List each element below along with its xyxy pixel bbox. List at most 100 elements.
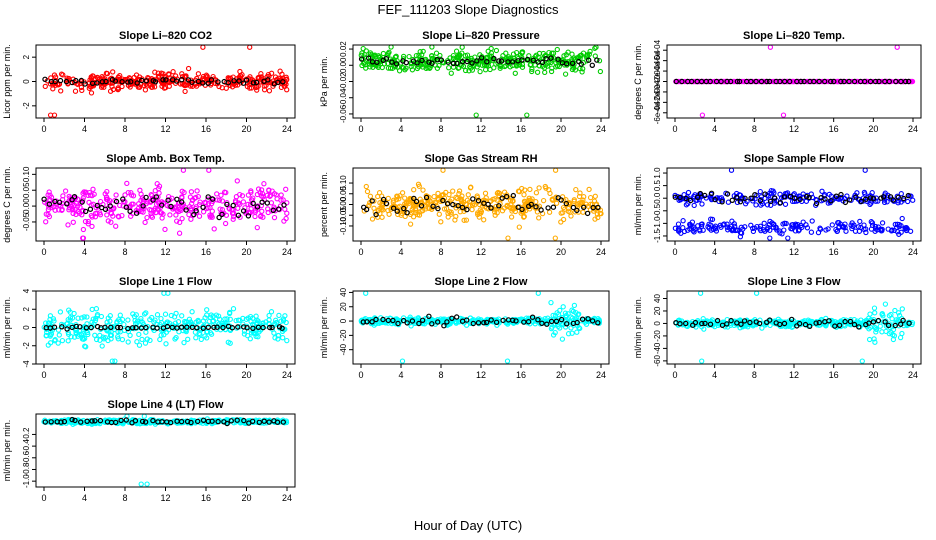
data-point (130, 193, 137, 199)
hourly-point (72, 417, 78, 424)
data-point (879, 310, 885, 317)
data-point (399, 190, 406, 196)
hourly-point (194, 325, 200, 331)
hourly-points (360, 313, 601, 329)
x-tick-label: 12 (789, 370, 799, 380)
data-point (753, 202, 759, 208)
data-point (456, 319, 462, 325)
data-point (167, 212, 173, 218)
data-point (222, 220, 229, 227)
data-point (155, 73, 162, 80)
data-point (223, 85, 229, 91)
data-point (244, 332, 251, 339)
panel-4: Slope Amb. Box Temp. degrees C per min. 0 4… (2, 153, 296, 257)
data-point (736, 192, 743, 198)
panel-5: Slope Gas Stream RH percent per min. 0 4 8 12… (319, 153, 610, 257)
hourly-point (475, 320, 482, 326)
hourly-point (574, 319, 580, 326)
data-points (672, 167, 916, 241)
hourly-point (498, 58, 505, 64)
hourly-point (429, 60, 435, 66)
data-point (879, 78, 885, 85)
data-point (147, 316, 153, 323)
data-point (416, 209, 422, 215)
data-point (79, 208, 85, 214)
data-point (46, 189, 52, 195)
hourly-point (57, 77, 64, 84)
hourly-point (143, 78, 150, 84)
hourly-point (707, 321, 714, 327)
hourly-point (742, 195, 748, 201)
x-tick-label: 4 (712, 370, 717, 380)
outlier-point (535, 290, 541, 296)
data-point (153, 201, 160, 207)
x-tick-label: 8 (122, 493, 127, 503)
data-point (271, 330, 277, 336)
data-point (110, 213, 116, 219)
data-point (43, 333, 49, 339)
hourly-point (129, 325, 136, 331)
hourly-point (484, 59, 490, 65)
hourly-point (112, 419, 119, 426)
data-point (87, 83, 93, 89)
hourly-point (107, 203, 113, 209)
data-point (59, 206, 65, 213)
data-point (446, 65, 452, 71)
data-point (569, 315, 576, 321)
data-point (385, 195, 391, 202)
data-point (829, 317, 835, 324)
hourly-point (224, 201, 230, 208)
outlier-point (780, 112, 787, 118)
data-point (516, 188, 523, 195)
hourly-point (200, 204, 206, 210)
hourly-point (574, 207, 580, 214)
data-point (371, 205, 377, 211)
data-point (898, 229, 904, 235)
data-point (247, 202, 254, 208)
x-tick-label: 20 (868, 370, 878, 380)
data-point (834, 228, 840, 235)
data-point (506, 204, 512, 210)
hourly-point (142, 419, 149, 425)
data-point (406, 53, 412, 60)
data-point (438, 219, 444, 225)
data-point (890, 336, 897, 343)
panel-title: Slope Line 4 (LT) Flow (108, 399, 224, 411)
hourly-point (842, 318, 848, 325)
x-tick-label: 8 (752, 124, 757, 134)
hourly-point (802, 321, 809, 328)
hourly-point (52, 78, 58, 85)
data-point (536, 185, 542, 191)
data-point (117, 72, 123, 79)
x-tick-label: 12 (160, 247, 170, 257)
data-point (156, 190, 162, 196)
hourly-point (798, 78, 804, 85)
data-point (597, 68, 604, 75)
outlier-point (699, 112, 706, 118)
hourly-point (589, 62, 596, 69)
hourly-point (219, 211, 225, 218)
data-point (380, 50, 387, 57)
hourly-point (867, 78, 874, 85)
data-point (363, 183, 369, 190)
hourly-point (178, 418, 185, 425)
data-point (560, 204, 567, 211)
data-point (72, 88, 79, 94)
hourly-point (113, 198, 120, 205)
x-tick-label: 4 (712, 247, 717, 257)
hourly-point (234, 417, 240, 423)
data-point (72, 420, 78, 426)
data-point (119, 316, 126, 323)
hourly-point (440, 197, 446, 204)
y-tick-label: 20 (653, 306, 662, 315)
data-point (159, 199, 165, 205)
x-tick-label: 24 (282, 370, 292, 380)
data-point (807, 318, 813, 324)
hourly-point (409, 318, 416, 324)
panel-8: Slope Line 2 Flow ml/min per min. 0 4 8 12 16 2… (319, 276, 610, 380)
hourly-point (89, 418, 95, 424)
data-point (435, 195, 441, 202)
data-point (809, 218, 815, 224)
data-point (463, 217, 470, 223)
data-point (782, 201, 789, 207)
